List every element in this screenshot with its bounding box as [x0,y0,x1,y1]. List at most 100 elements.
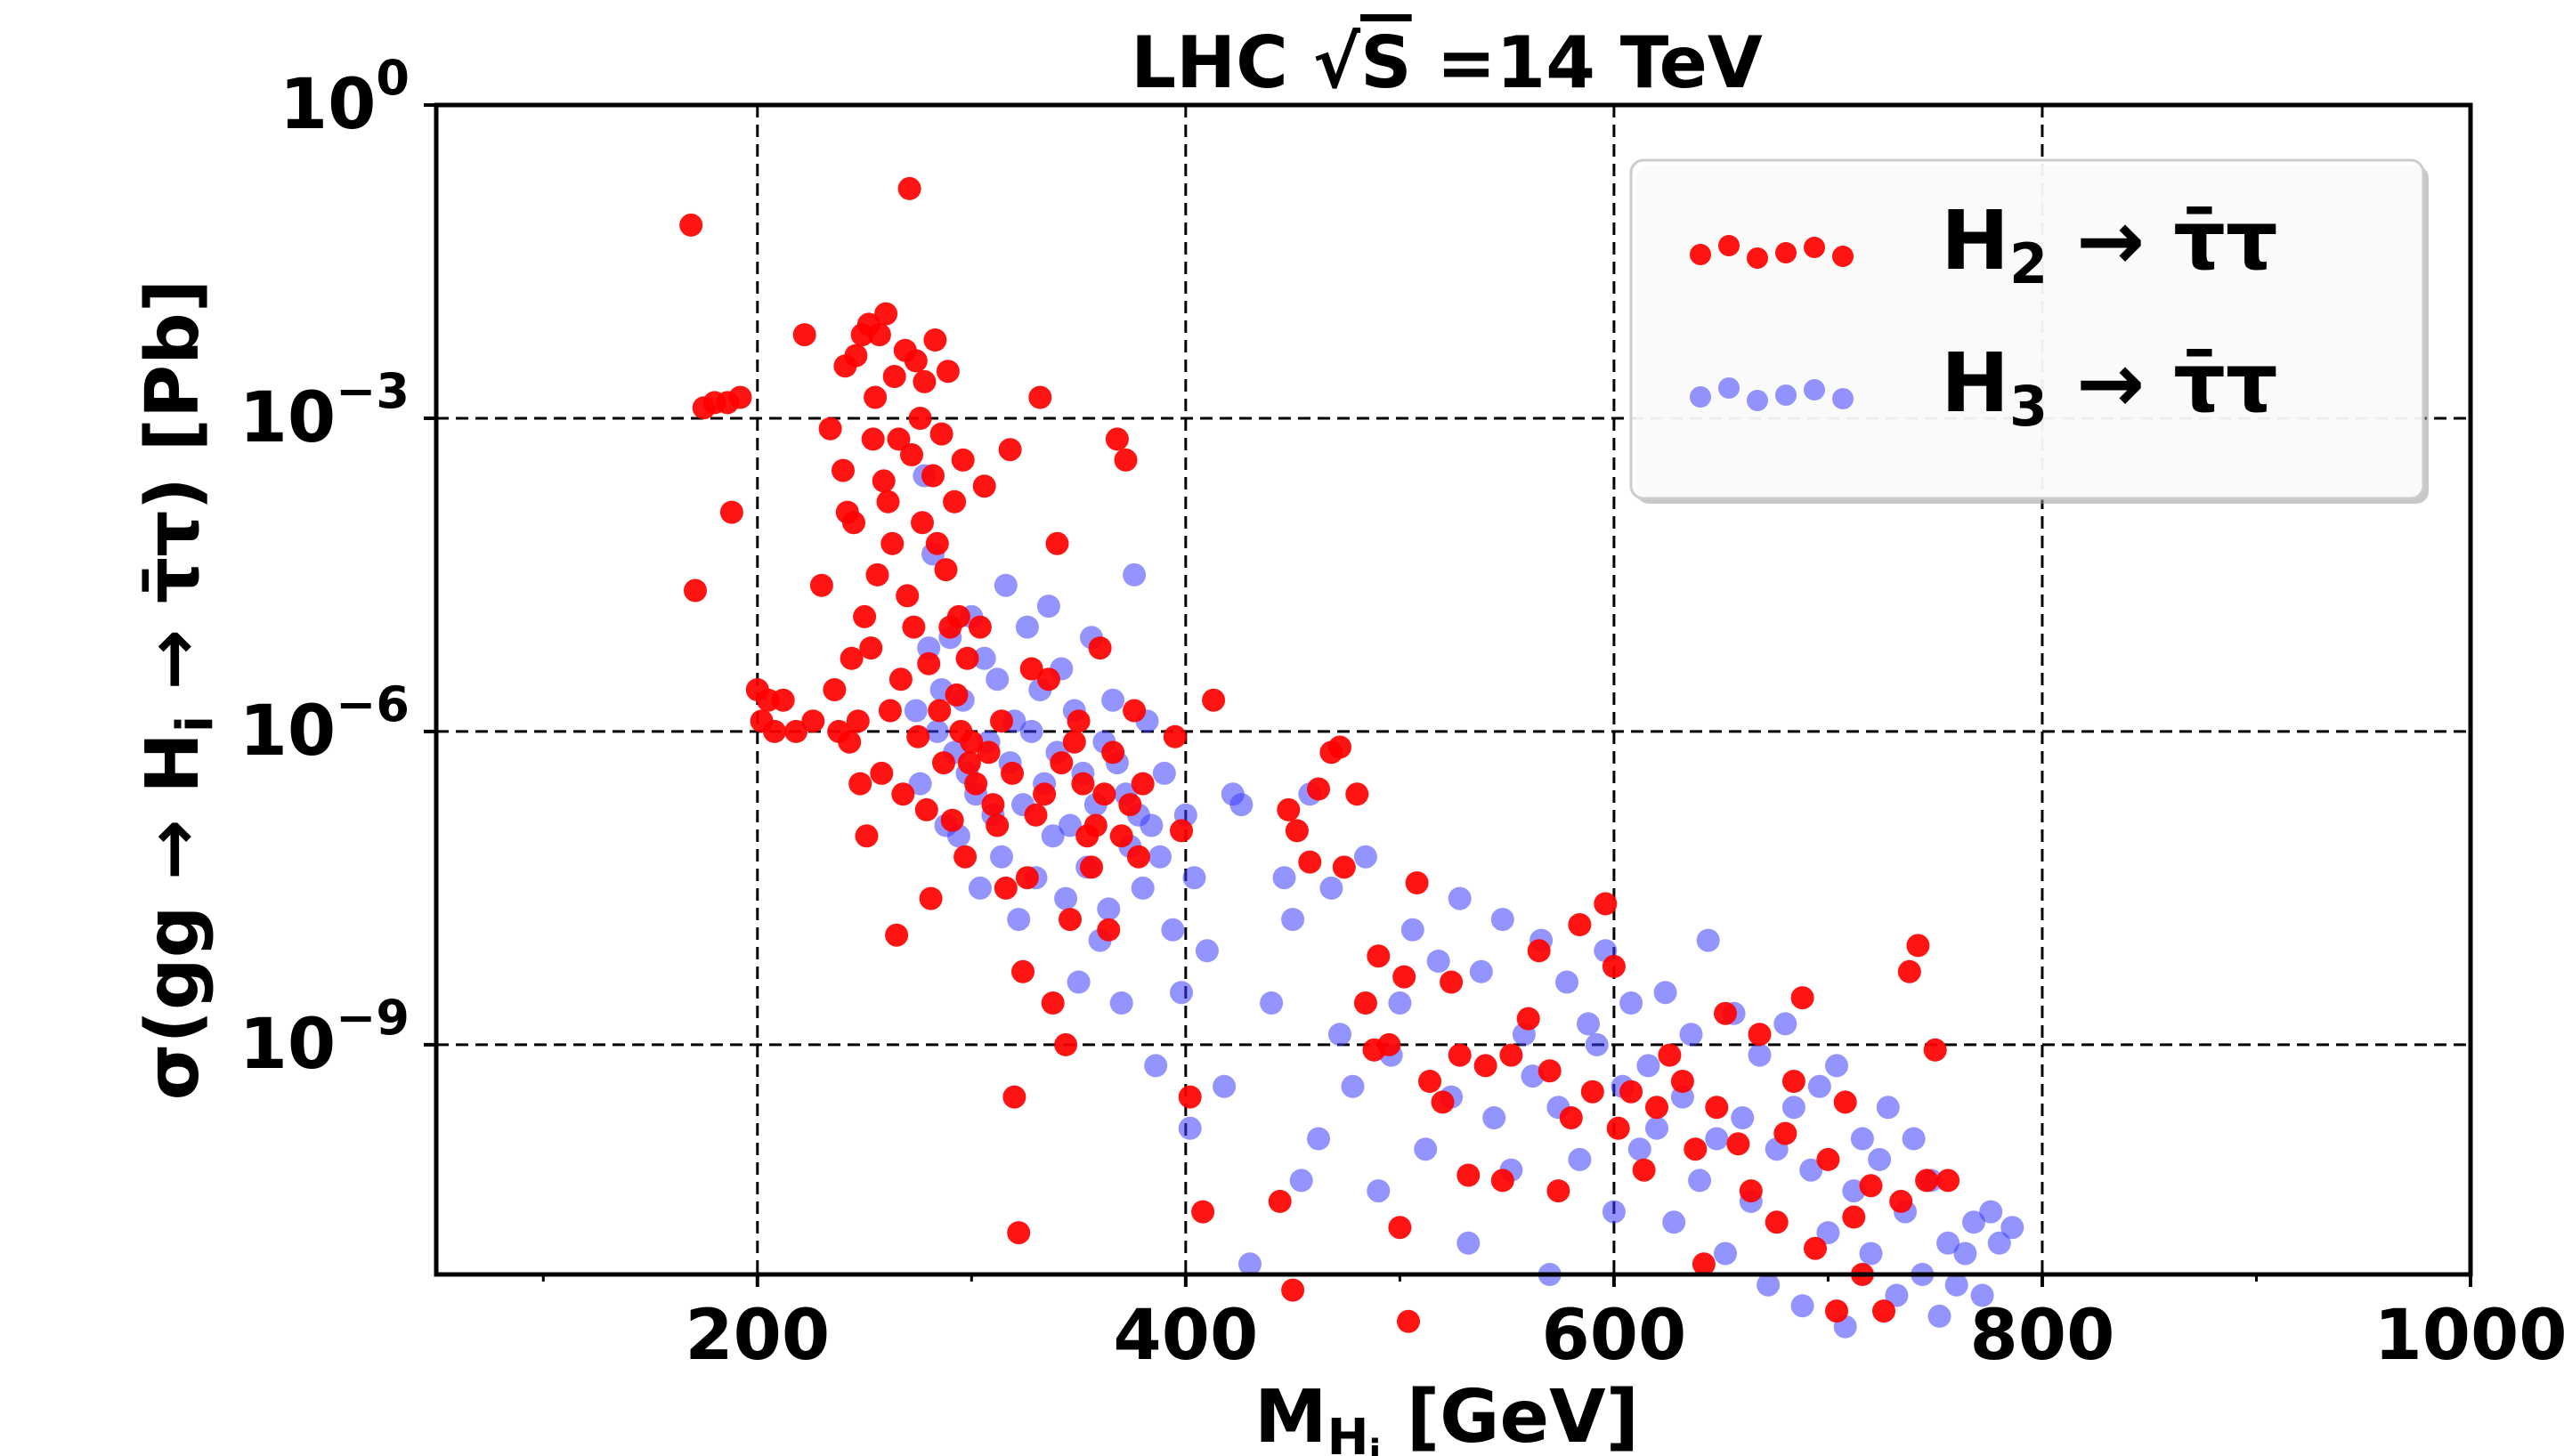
h3-point [1731,1106,1755,1129]
h3-point [1178,1116,1202,1140]
h2-point [1456,1163,1481,1187]
h2-point [921,464,945,488]
legend-label-h2: H2 → τ̄τ [1941,193,2278,296]
h3-point [1799,1158,1823,1182]
h2-point [936,360,960,384]
data-points [679,176,2024,1339]
legend-h2-marker [1690,244,1711,265]
h3-point [1148,845,1172,869]
h2-point [977,740,1001,764]
h2-point [1781,1070,1805,1093]
h2-point [1097,918,1121,942]
h2-point [855,824,879,848]
h2-point [771,688,795,712]
h2-point [1538,1059,1562,1083]
h2-point [878,699,902,723]
h2-point [1440,970,1464,994]
legend-label-h3: H3 → τ̄τ [1941,336,2278,439]
h2-point [1105,427,1129,451]
h3-point [1825,1054,1848,1078]
h2-point [1923,1038,1947,1062]
h2-point [972,474,996,498]
h2-point [867,323,891,347]
h2-point [1658,1043,1682,1067]
x-tick-label: 200 [685,1296,830,1376]
h3-point [1059,813,1082,837]
h2-point [1619,1080,1643,1104]
h3-point [1426,950,1450,973]
h2-point [1594,892,1618,916]
h2-point [1889,1189,1913,1213]
legend-h3-marker [1747,390,1768,411]
h3-point [1041,824,1065,848]
h3-point [1019,719,1043,743]
h2-point [719,500,743,524]
h3-point [1902,1127,1926,1151]
y-tick-label: 10−6 [239,676,410,772]
h2-point [902,615,926,639]
h2-point [872,469,896,493]
h2-point [940,808,964,832]
h2-point [990,709,1013,733]
h2-point [932,751,955,775]
h2-point [840,646,864,670]
h3-point [1448,886,1472,910]
h3-point [2000,1216,2024,1240]
h2-point [870,761,894,785]
h2-point [994,876,1018,900]
h3-point [1036,595,1060,619]
h2-point [998,438,1022,462]
legend-h3-marker [1775,384,1797,406]
h2-point [874,302,898,326]
legend-h3-marker [1690,386,1711,408]
h3-point [904,699,928,723]
h2-point [1019,657,1043,681]
h3-point [1936,1231,1960,1255]
h3-point [1131,876,1155,900]
h2-point [763,719,786,743]
h2-point [925,531,949,555]
h3-point [1307,1127,1330,1151]
h3-point [1328,1023,1351,1047]
h3-point [1341,1074,1365,1098]
h2-point [1915,1169,1939,1193]
h2-point [1041,991,1065,1015]
h2-point [1833,1090,1857,1114]
h2-point [1332,855,1356,879]
h3-point [994,573,1018,597]
h2-point [1101,740,1125,764]
h3-point [1979,1200,2003,1224]
h2-point [1001,761,1024,785]
h3-point [1140,813,1164,837]
h2-point [1131,772,1155,796]
h2-point [1790,986,1814,1010]
h2-point [1011,959,1035,983]
h3-point [1757,1273,1781,1297]
h2-point [853,604,877,628]
h2-point [1606,1116,1630,1140]
legend: H2 → τ̄τ H3 → τ̄τ [1629,158,2429,504]
y-tick-label: 100 [280,50,410,145]
h3-point [1790,1294,1814,1318]
h3-point [1007,908,1031,932]
h2-point [1268,1189,1292,1213]
h3-point [1144,1054,1168,1078]
h2-point [864,385,888,409]
h2-point [1448,1043,1472,1067]
h2-point [968,615,992,639]
h2-point [981,793,1005,817]
h2-point [946,604,970,628]
h3-point [986,667,1010,692]
h2-point [904,349,928,373]
h3-point [1868,1147,1892,1171]
h2-point [1714,1001,1737,1025]
h2-point [919,886,943,910]
h3-point [1097,897,1121,921]
h3-point [1679,1023,1703,1047]
h2-point [928,699,952,723]
h3-point [1272,866,1296,890]
h3-point [1260,991,1284,1015]
h2-point [964,772,988,796]
h2-point [911,511,934,535]
h3-point [1602,1200,1626,1224]
